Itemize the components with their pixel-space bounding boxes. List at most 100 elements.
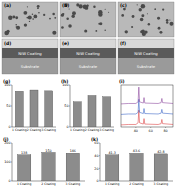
pore [68, 24, 72, 28]
layer-label: Substrate [21, 64, 40, 69]
mount [118, 39, 174, 48]
layer-label: NiW Coating [134, 51, 158, 56]
mount [60, 39, 116, 48]
pore [139, 8, 142, 11]
pore [131, 26, 133, 28]
y-tick [11, 143, 12, 144]
pore [32, 18, 34, 20]
data-label: 146 [70, 149, 76, 153]
pore [171, 24, 173, 26]
bar [105, 155, 118, 181]
x-tick-label: 2 Coating [129, 182, 144, 186]
y-tick-label: 20 [94, 167, 98, 171]
pore [54, 17, 56, 19]
x-tick-label: 3 Coating [66, 182, 81, 186]
pore [132, 15, 135, 18]
y-tick [11, 106, 12, 107]
x-tick-label: 3 Coating [154, 182, 169, 186]
pore [169, 22, 173, 26]
xrd-pattern [121, 110, 173, 125]
layer-label: Substrate [79, 64, 98, 69]
x-tick-label: 80 [163, 129, 167, 133]
pore [52, 31, 56, 35]
pore [104, 29, 106, 31]
pore [159, 31, 162, 34]
frame [60, 39, 116, 74]
pore [12, 16, 15, 19]
x-tick-label: 1 Coating [70, 128, 85, 132]
bar [45, 91, 53, 127]
x-tick-label: 2 Coating [27, 128, 42, 132]
panel-label: (f) [120, 41, 126, 46]
pore [93, 5, 95, 7]
coating-layer [60, 48, 116, 58]
pore [147, 13, 148, 14]
pore [16, 26, 20, 30]
bar [130, 153, 143, 181]
pore [140, 30, 143, 33]
pore [137, 4, 138, 5]
bar [154, 154, 167, 181]
pore [123, 8, 126, 11]
x-tick-label: 1 Coating [12, 128, 27, 132]
bar [42, 153, 55, 182]
y-tick-label: 100 [4, 160, 10, 164]
pore [37, 7, 39, 9]
y-tick-label: 40 [94, 154, 98, 158]
data-label: 41.3 [108, 151, 115, 155]
y-axis [12, 143, 13, 181]
y-tick-label: 50 [64, 104, 68, 108]
y-tick-label: 0 [66, 125, 68, 129]
pore [49, 18, 51, 20]
sem-background [118, 2, 174, 37]
cross-section [2, 39, 58, 74]
pore [87, 5, 89, 7]
y-tick [99, 143, 100, 144]
sem-image [60, 2, 116, 37]
y-tick [99, 168, 100, 169]
sem-background [60, 2, 116, 37]
pore [148, 23, 150, 25]
pore [140, 18, 144, 22]
pore [105, 9, 106, 10]
pore [43, 14, 45, 16]
pore [69, 9, 70, 10]
x-tick-label: 1 Coating [17, 182, 32, 186]
bar [15, 91, 23, 127]
y-tick [99, 181, 100, 182]
pore [166, 19, 169, 22]
xrd-pattern [121, 99, 173, 114]
pore [26, 17, 28, 19]
pore [33, 15, 37, 19]
figure: (a)(b)(c)(d)NiW CoatingSubstrate(e)NiW C… [0, 0, 177, 189]
pore [24, 23, 27, 26]
layer-label: NiW Coating [76, 51, 100, 56]
pore [61, 14, 64, 17]
pore [141, 14, 144, 17]
y-tick-label: 50 [6, 104, 10, 108]
pore [23, 11, 27, 15]
pore [52, 13, 55, 16]
bar [66, 153, 79, 181]
substrate-layer [2, 58, 58, 74]
pore [169, 19, 170, 20]
pore [154, 8, 156, 10]
bar [17, 155, 30, 181]
pore [66, 18, 68, 20]
cross-section [118, 39, 174, 74]
y-tick-label: 100 [62, 83, 68, 87]
pore [121, 14, 124, 17]
bars [105, 153, 167, 181]
bars [73, 96, 110, 128]
pore [76, 3, 79, 6]
y-axis [70, 85, 71, 127]
y-tick-label: 200 [4, 141, 10, 145]
y-tick [11, 162, 12, 163]
data-label: 138 [21, 151, 27, 155]
frame [118, 39, 174, 74]
substrate-layer [60, 58, 116, 74]
pore [158, 27, 161, 30]
y-tick [99, 155, 100, 156]
bars [15, 90, 52, 127]
bar [88, 96, 96, 128]
